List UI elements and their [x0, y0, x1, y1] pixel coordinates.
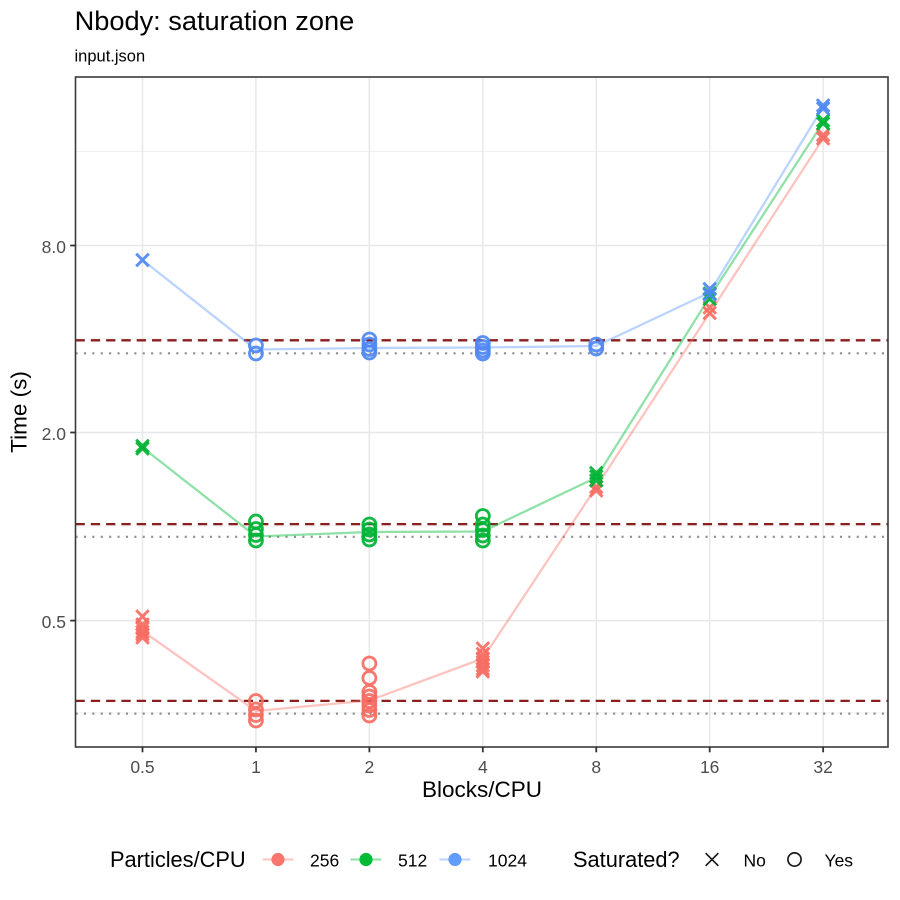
svg-text:Particles/CPU: Particles/CPU	[110, 847, 246, 872]
svg-text:Saturated?: Saturated?	[573, 847, 680, 872]
svg-text:Time (s): Time (s)	[7, 371, 32, 453]
svg-text:0.5: 0.5	[130, 757, 154, 777]
svg-text:8: 8	[591, 757, 601, 777]
svg-text:4: 4	[478, 757, 488, 777]
svg-text:Nbody: saturation zone: Nbody: saturation zone	[75, 5, 355, 36]
svg-text:2.0: 2.0	[42, 424, 67, 444]
svg-text:1: 1	[251, 757, 261, 777]
svg-text:8.0: 8.0	[42, 237, 67, 257]
svg-text:1024: 1024	[488, 851, 527, 871]
svg-text:256: 256	[310, 851, 339, 871]
svg-text:No: No	[744, 851, 766, 871]
svg-text:Blocks/CPU: Blocks/CPU	[422, 777, 542, 802]
svg-text:16: 16	[700, 757, 719, 777]
svg-text:Yes: Yes	[825, 851, 854, 871]
svg-text:512: 512	[398, 851, 427, 871]
svg-text:2: 2	[365, 757, 375, 777]
svg-text:0.5: 0.5	[42, 612, 66, 632]
svg-text:input.json: input.json	[75, 48, 146, 66]
svg-text:32: 32	[813, 757, 832, 777]
